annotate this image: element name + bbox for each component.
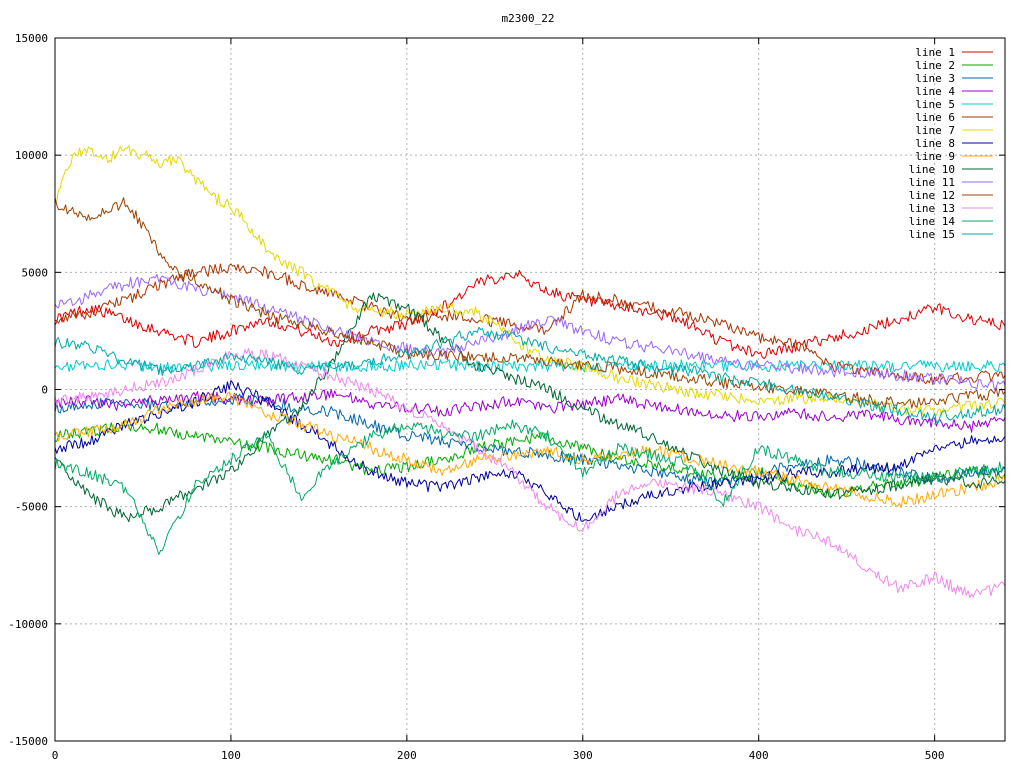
legend-label: line 9	[915, 150, 955, 163]
x-tick-label: 300	[573, 749, 593, 762]
y-axis-ticks: -15000 -10000 -5000 0 5000 10000 15000	[8, 32, 1005, 748]
y-tick-label: -10000	[8, 618, 48, 631]
legend-label: line 4	[915, 85, 955, 98]
series-line-1	[55, 269, 1005, 359]
y-tick-label: 5000	[22, 266, 49, 279]
legend-label: line 1	[915, 46, 955, 59]
series-line-3	[55, 393, 1005, 488]
x-tick-label: 0	[52, 749, 59, 762]
series-line-10	[55, 292, 1005, 523]
x-tick-label: 200	[397, 749, 417, 762]
y-tick-label: -15000	[8, 735, 48, 748]
series-line-4	[55, 389, 1005, 433]
series-line-14	[55, 419, 1005, 555]
x-axis-ticks: 0 100 200 300 400 500	[52, 38, 945, 762]
legend-label: line 8	[915, 137, 955, 150]
y-tick-label: -5000	[15, 501, 48, 514]
legend-label: line 6	[915, 111, 955, 124]
series-line-11	[55, 273, 1005, 391]
legend-label: line 15	[909, 228, 955, 241]
y-tick-label: 0	[41, 384, 48, 397]
legend-label: line 3	[915, 72, 955, 85]
legend-label: line 14	[909, 215, 956, 228]
y-tick-label: 15000	[15, 32, 48, 45]
y-tick-label: 10000	[15, 149, 48, 162]
legend-label: line 12	[909, 189, 955, 202]
series-line-12	[55, 197, 1005, 410]
series-line-7	[55, 145, 1005, 416]
series-line-15	[55, 326, 1005, 424]
x-tick-label: 100	[221, 749, 241, 762]
legend-label: line 10	[909, 163, 955, 176]
series-group	[55, 145, 1005, 599]
legend-label: line 2	[915, 59, 955, 72]
grid	[55, 38, 1005, 741]
legend-label: line 7	[915, 124, 955, 137]
x-tick-label: 500	[925, 749, 945, 762]
x-tick-label: 400	[749, 749, 769, 762]
legend-label: line 5	[915, 98, 955, 111]
series-line-9	[55, 391, 1005, 508]
legend-label: line 11	[909, 176, 955, 189]
chart-title: m2300_22	[502, 12, 555, 25]
legend-label: line 13	[909, 202, 955, 215]
series-line-13	[55, 348, 1005, 599]
series-line-6	[55, 263, 1005, 386]
